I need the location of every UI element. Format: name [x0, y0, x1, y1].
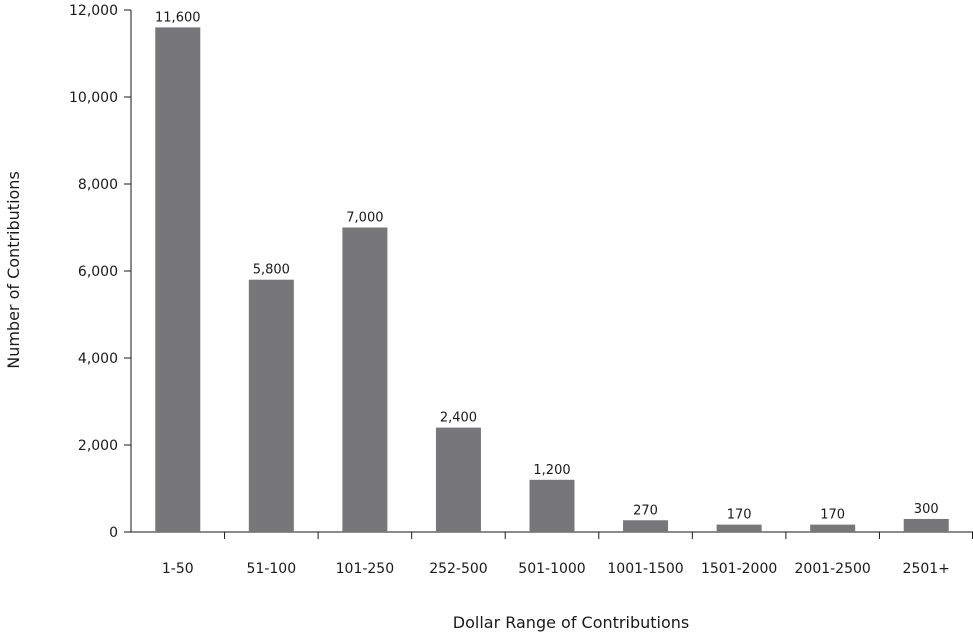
x-axis — [131, 531, 973, 539]
category-label: 501-1000 — [518, 561, 585, 577]
bar-value-label: 11,600 — [155, 10, 201, 25]
bar-value-label: 5,800 — [253, 263, 290, 278]
category-label: 101-250 — [336, 561, 395, 577]
bar-value-label: 1,200 — [533, 463, 570, 478]
y-tick-label: 10,000 — [69, 90, 118, 106]
y-tick-label: 8,000 — [78, 177, 118, 193]
y-tick-label: 6,000 — [78, 264, 118, 280]
bar-value-label: 170 — [820, 508, 845, 523]
y-tick-label: 12,000 — [69, 3, 118, 19]
category-label: 252-500 — [429, 561, 488, 577]
category-label: 1-50 — [162, 561, 194, 577]
y-axis-title: Number of Contributions — [4, 171, 23, 369]
bar-value-label: 300 — [914, 502, 939, 517]
y-tick-label: 2,000 — [78, 438, 118, 454]
bar-value-labels: 11,600 5,800 7,000 2,400 1,200 270 170 170 300 — [155, 10, 939, 522]
bar-value-label: 270 — [633, 503, 658, 518]
y-tick-label: 4,000 — [78, 351, 118, 367]
category-label: 2001-2500 — [795, 561, 871, 577]
bar-value-label: 7,000 — [346, 211, 383, 226]
bar — [716, 524, 762, 532]
bar — [248, 279, 294, 532]
y-tick-label: 0 — [109, 525, 118, 541]
bar — [623, 520, 669, 532]
bar-value-label: 2,400 — [440, 411, 477, 426]
bars — [155, 27, 949, 533]
category-labels: 1-50 51-100 101-250 252-500 501-1000 1001-150… — [162, 561, 950, 577]
bar — [342, 227, 388, 532]
x-axis-title: Dollar Range of Contributions — [453, 613, 689, 632]
bar — [155, 27, 201, 533]
category-label: 1501-2000 — [701, 561, 777, 577]
bar — [903, 518, 949, 532]
bar — [435, 427, 481, 532]
bar-value-label: 170 — [727, 508, 752, 523]
bar — [810, 524, 856, 532]
category-label: 51-100 — [247, 561, 297, 577]
category-label: 2501+ — [903, 561, 950, 577]
bar — [529, 479, 575, 532]
y-axis: 0 2,000 4,000 6,000 8,000 10,000 12,000 — [69, 3, 132, 541]
category-label: 1001-1500 — [607, 561, 683, 577]
